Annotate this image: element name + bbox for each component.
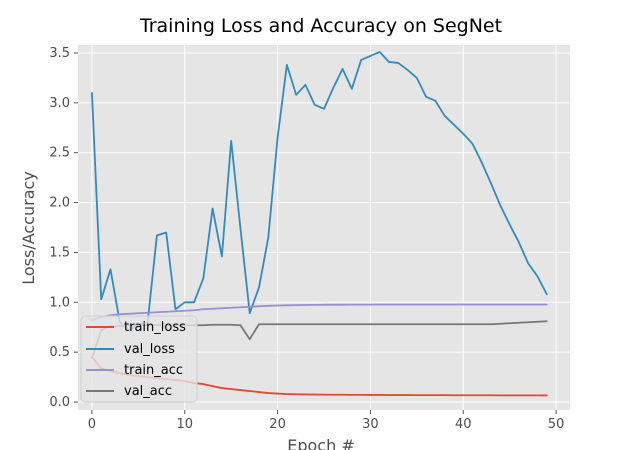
x-tick-label: 30: [362, 417, 379, 432]
legend-label-val-loss: val_loss: [124, 342, 175, 357]
x-tick-label: 40: [455, 417, 472, 432]
x-tick-label: 0: [88, 417, 96, 432]
y-tick-label: 2.0: [49, 196, 70, 211]
legend-label-val-acc: val_acc: [124, 384, 172, 399]
y-tick-label: 2.5: [49, 146, 70, 161]
y-tick-label: 0.5: [49, 345, 70, 360]
legend-box: [80, 315, 198, 403]
series-line-val-loss: [91, 51, 548, 332]
y-tick-label: 1.0: [49, 295, 70, 310]
y-tick-label: 1.5: [49, 245, 70, 260]
y-tick-label: 3.0: [49, 96, 70, 111]
y-axis-ticks: 0.0 0.5 1.0 1.5 2.0 2.5 3.0 3.5: [49, 46, 78, 410]
chart-title: Training Loss and Accuracy on SegNet: [139, 15, 502, 37]
y-axis-label: Loss/Accuracy: [19, 171, 38, 285]
x-tick-label: 10: [176, 417, 193, 432]
x-tick-label: 50: [548, 417, 565, 432]
legend-label-train-acc: train_acc: [124, 363, 183, 378]
y-tick-label: 0.0: [49, 395, 70, 410]
y-tick-label: 3.5: [49, 46, 70, 61]
series-line-train-acc: [91, 303, 548, 322]
x-tick-label: 20: [269, 417, 286, 432]
gridlines: [78, 45, 570, 410]
x-axis-ticks: 0 10 20 30 40 50: [88, 410, 565, 432]
legend-label-train-loss: train_loss: [124, 320, 186, 335]
x-axis-label: Epoch #: [287, 436, 354, 450]
legend: train_loss val_loss train_acc val_acc: [80, 315, 198, 403]
